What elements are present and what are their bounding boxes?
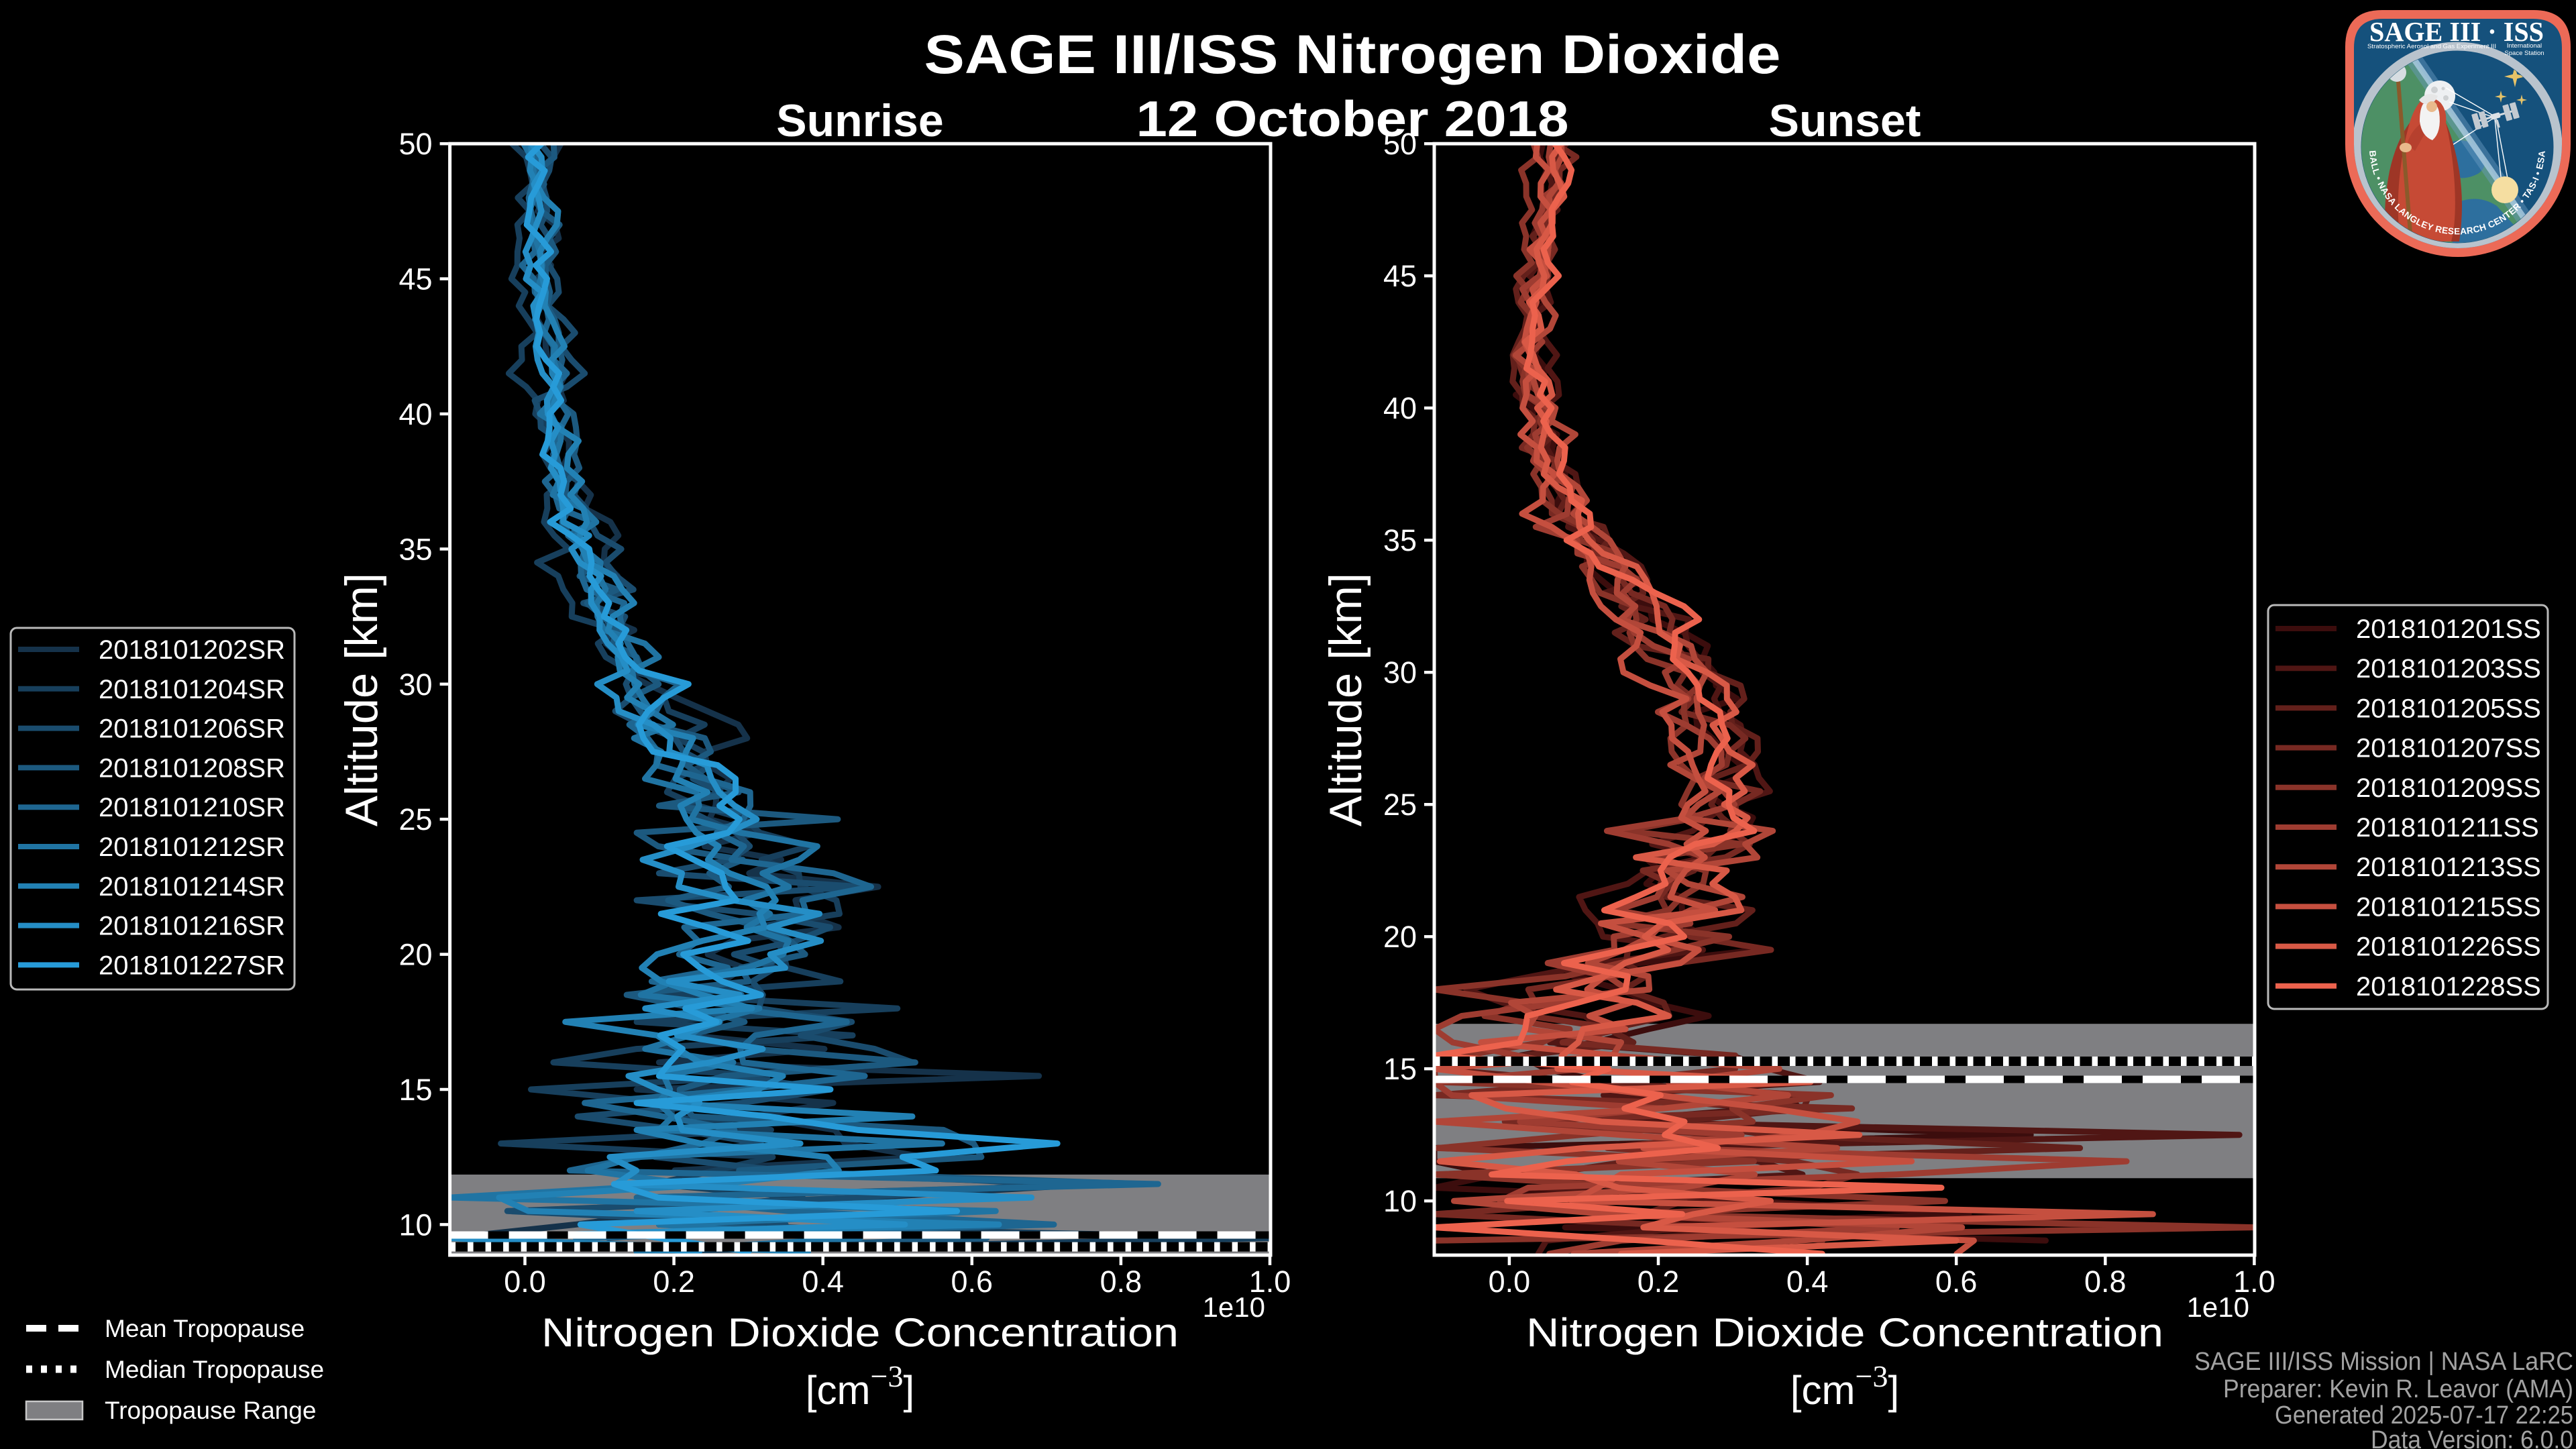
svg-text:30: 30 bbox=[1383, 655, 1417, 690]
svg-text:2018101210SR: 2018101210SR bbox=[99, 793, 285, 822]
svg-text:Mean Tropopause: Mean Tropopause bbox=[105, 1315, 305, 1342]
svg-text:15: 15 bbox=[399, 1073, 433, 1107]
svg-text:Data Version: 6.0.0: Data Version: 6.0.0 bbox=[2371, 1426, 2573, 1449]
svg-text:Preparer: Kevin R. Leavor (AMA: Preparer: Kevin R. Leavor (AMA) bbox=[2223, 1375, 2573, 1403]
svg-text:45: 45 bbox=[1383, 259, 1417, 293]
svg-text:45: 45 bbox=[399, 262, 433, 297]
svg-text:2018101227SR: 2018101227SR bbox=[99, 951, 285, 980]
svg-text:Nitrogen Dioxide Concentration: Nitrogen Dioxide Concentration bbox=[541, 1310, 1179, 1355]
svg-text:2018101216SR: 2018101216SR bbox=[99, 912, 285, 941]
svg-text:2018101202SR: 2018101202SR bbox=[99, 635, 285, 665]
svg-text:2018101201SS: 2018101201SS bbox=[2356, 614, 2541, 644]
svg-text:2018101206SR: 2018101206SR bbox=[99, 714, 285, 744]
svg-text:30: 30 bbox=[399, 667, 433, 702]
svg-text:1e10: 1e10 bbox=[2187, 1291, 2249, 1323]
svg-text:Stratospheric Aerosol and Gas: Stratospheric Aerosol and Gas Experiment… bbox=[2367, 43, 2496, 50]
svg-text:0.4: 0.4 bbox=[1786, 1265, 1829, 1299]
svg-text:0.2: 0.2 bbox=[1638, 1265, 1680, 1299]
svg-text:Altitude [km]: Altitude [km] bbox=[336, 573, 387, 826]
svg-text:SAGE III/ISS Nitrogen Dioxide: SAGE III/ISS Nitrogen Dioxide bbox=[924, 24, 1781, 85]
svg-text:2018101209SS: 2018101209SS bbox=[2356, 773, 2541, 803]
svg-text:2018101205SS: 2018101205SS bbox=[2356, 694, 2541, 723]
svg-text:2018101226SS: 2018101226SS bbox=[2356, 932, 2541, 962]
svg-text:2018101215SS: 2018101215SS bbox=[2356, 892, 2541, 922]
svg-text:0.0: 0.0 bbox=[1489, 1265, 1531, 1299]
svg-text:0.8: 0.8 bbox=[2084, 1265, 2127, 1299]
svg-text:12 October 2018: 12 October 2018 bbox=[1136, 91, 1569, 147]
svg-text:15: 15 bbox=[1383, 1052, 1417, 1086]
svg-text:Generated 2025-07-17 22:25: Generated 2025-07-17 22:25 bbox=[2275, 1401, 2573, 1430]
svg-text:0.2: 0.2 bbox=[653, 1265, 695, 1299]
svg-text:2018101212SR: 2018101212SR bbox=[99, 833, 285, 862]
svg-text:Sunrise: Sunrise bbox=[776, 95, 943, 146]
svg-text:Tropopause Range: Tropopause Range bbox=[105, 1397, 316, 1424]
svg-text:10: 10 bbox=[399, 1208, 433, 1242]
svg-text:0.8: 0.8 bbox=[1100, 1265, 1142, 1299]
svg-text:0.0: 0.0 bbox=[504, 1265, 546, 1299]
svg-text:2018101211SS: 2018101211SS bbox=[2356, 813, 2539, 843]
svg-text:1.0: 1.0 bbox=[2233, 1265, 2275, 1299]
svg-text:0.6: 0.6 bbox=[1935, 1265, 1978, 1299]
svg-text:2018101207SS: 2018101207SS bbox=[2356, 734, 2541, 763]
svg-text:20: 20 bbox=[1383, 920, 1417, 954]
svg-text:Median Tropopause: Median Tropopause bbox=[105, 1356, 324, 1383]
svg-text:SAGE III · ISS: SAGE III · ISS bbox=[2369, 16, 2544, 47]
svg-text:1.0: 1.0 bbox=[1249, 1265, 1291, 1299]
svg-text:40: 40 bbox=[399, 397, 433, 431]
svg-text:25: 25 bbox=[1383, 788, 1417, 822]
svg-text:40: 40 bbox=[1383, 391, 1417, 425]
svg-text:Space Station: Space Station bbox=[2504, 50, 2544, 57]
svg-text:2018101213SS: 2018101213SS bbox=[2356, 853, 2541, 882]
svg-text:Altitude [km]: Altitude [km] bbox=[1320, 573, 1371, 826]
svg-text:2018101228SS: 2018101228SS bbox=[2356, 972, 2541, 1002]
svg-text:50: 50 bbox=[1383, 127, 1417, 161]
svg-text:Nitrogen Dioxide Concentration: Nitrogen Dioxide Concentration bbox=[1526, 1310, 2163, 1355]
svg-text:1e10: 1e10 bbox=[1203, 1291, 1265, 1323]
svg-text:0.6: 0.6 bbox=[951, 1265, 994, 1299]
svg-text:50: 50 bbox=[399, 127, 433, 161]
svg-text:Sunset: Sunset bbox=[1769, 95, 1921, 146]
svg-text:35: 35 bbox=[1383, 523, 1417, 557]
svg-text:20: 20 bbox=[399, 938, 433, 972]
svg-text:25: 25 bbox=[399, 802, 433, 837]
svg-text:2018101208SR: 2018101208SR bbox=[99, 753, 285, 783]
svg-text:2018101204SR: 2018101204SR bbox=[99, 675, 285, 704]
svg-text:35: 35 bbox=[399, 532, 433, 566]
svg-text:SAGE III/ISS Mission | NASA La: SAGE III/ISS Mission | NASA LaRC bbox=[2194, 1348, 2573, 1376]
svg-text:2018101214SR: 2018101214SR bbox=[99, 872, 285, 902]
svg-text:0.4: 0.4 bbox=[802, 1265, 844, 1299]
svg-text:International: International bbox=[2507, 42, 2542, 50]
svg-text:2018101203SS: 2018101203SS bbox=[2356, 654, 2541, 684]
svg-text:[cm−3]: [cm−3] bbox=[1790, 1359, 1899, 1413]
svg-text:10: 10 bbox=[1383, 1184, 1417, 1218]
